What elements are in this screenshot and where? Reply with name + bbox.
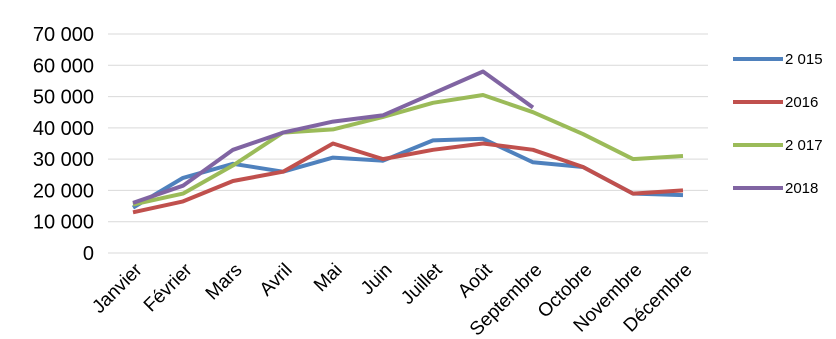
series-line [132,93,684,207]
x-tick-label: Août [454,259,497,302]
data-point [431,138,435,142]
data-point [531,110,535,114]
data-point [481,137,485,141]
data-point [681,193,685,197]
x-tick-label: Juin [357,260,396,299]
series-line [132,69,535,205]
legend-label: 2016 [785,94,818,111]
data-point [681,188,685,192]
data-point [631,192,635,196]
legend-label: 2018 [785,180,818,197]
y-tick-label: 30 000 [33,149,94,171]
data-point [581,132,585,136]
x-tick-label: Mars [202,260,247,305]
data-point [531,106,535,110]
series-lines [131,69,685,215]
data-point [381,157,385,161]
data-point [231,163,235,167]
y-axis: 0 10 000 20 000 30 000 40 000 50 000 60 000 70 … [33,24,94,265]
y-tick-label: 70 000 [33,24,94,46]
data-point [181,199,185,203]
data-point [631,157,635,161]
x-tick-label: Février [140,259,197,316]
y-tick-label: 10 000 [33,212,94,234]
data-point [331,156,335,160]
data-point [231,179,235,183]
data-point [581,165,585,169]
data-point [131,210,135,214]
x-tick-label: Janvier [88,259,147,318]
data-point [531,160,535,164]
y-tick-label: 40 000 [33,118,94,140]
data-point [281,131,285,135]
data-point [481,93,485,97]
legend-label: 2 015 [785,51,823,68]
data-point [431,148,435,152]
data-point [381,113,385,117]
legend: 2 015 2016 2 017 2018 [733,51,823,197]
y-tick-label: 60 000 [33,55,94,77]
data-point [331,127,335,131]
data-point [331,120,335,124]
data-point [181,176,185,180]
data-point [131,201,135,205]
y-tick-label: 20 000 [33,180,94,202]
x-tick-label: Avril [256,260,297,301]
y-tick-label: 50 000 [33,87,94,109]
data-point [281,170,285,174]
data-point [481,142,485,146]
data-point [681,154,685,158]
data-point [431,101,435,105]
x-tick-label: Mai [310,260,347,297]
series-line [132,141,684,215]
data-point [431,91,435,95]
gridlines [108,33,708,254]
data-point [231,148,235,152]
data-point [481,70,485,74]
y-tick-label: 0 [83,243,94,265]
data-point [331,142,335,146]
data-point [181,192,185,196]
legend-label: 2 017 [785,137,823,154]
data-point [531,148,535,152]
x-tick-label: Juillet [397,259,447,309]
data-point [181,184,185,188]
